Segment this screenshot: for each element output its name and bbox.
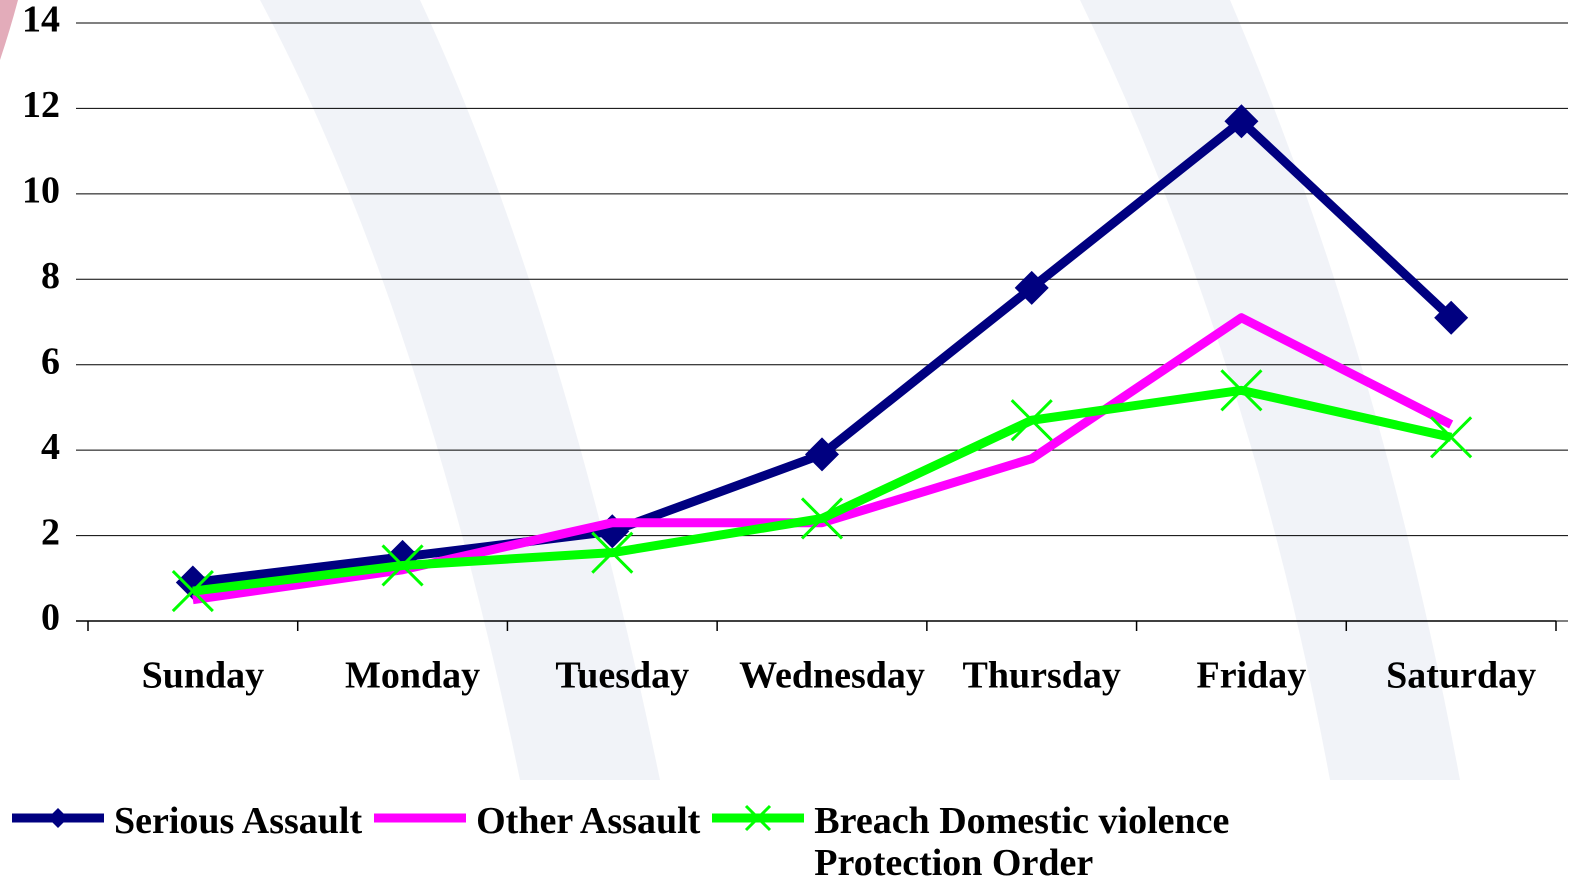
legend-marker — [48, 808, 68, 828]
legend-swatch — [12, 808, 104, 828]
legend-item: Serious Assault — [12, 800, 362, 842]
y-tick-label: 14 — [22, 0, 60, 41]
x-tick-label: Tuesday — [555, 655, 689, 697]
marker — [1220, 369, 1263, 412]
x-tick-label: Thursday — [963, 655, 1121, 697]
background — [0, 0, 1460, 780]
y-tick-label: 2 — [41, 511, 60, 553]
marker — [800, 497, 844, 540]
marker — [1224, 104, 1259, 139]
y-tick-label: 4 — [41, 426, 60, 468]
legend-label: Breach Domestic violence Protection Orde… — [814, 800, 1230, 884]
legend: Serious Assault Other Assault Breach Domes… — [12, 800, 1284, 884]
marker — [381, 544, 424, 587]
y-tick-label: 0 — [41, 597, 60, 639]
marker — [1014, 270, 1049, 305]
legend-item: Other Assault — [374, 800, 700, 842]
y-tick-label: 12 — [22, 84, 60, 126]
legend-label: Serious Assault — [114, 800, 363, 842]
x-tick-label: Saturday — [1386, 655, 1536, 697]
legend-swatch — [374, 813, 467, 823]
marker — [171, 570, 214, 613]
x-tick-label: Monday — [345, 655, 480, 697]
marker — [591, 531, 634, 574]
marker — [805, 437, 839, 472]
x-tick-label: Sunday — [142, 655, 265, 697]
y-tick-label: 6 — [41, 340, 60, 382]
legend-swatch — [712, 804, 805, 832]
y-tick-label: 8 — [41, 255, 60, 297]
legend-label: Other Assault — [476, 800, 701, 842]
x-tick-label: Friday — [1197, 655, 1307, 697]
marker — [1434, 300, 1469, 335]
marker — [1430, 416, 1473, 459]
x-tick-label: Wednesday — [739, 655, 925, 697]
marker — [1010, 399, 1053, 442]
legend-item: Breach Domestic violence Protection Orde… — [712, 800, 1284, 884]
legend-marker — [745, 804, 772, 832]
y-tick-label: 10 — [22, 170, 60, 212]
chart: 0 2 4 6 8 10 12 14 Sunday Monday Tuesday Wednesday T… — [0, 0, 1568, 780]
